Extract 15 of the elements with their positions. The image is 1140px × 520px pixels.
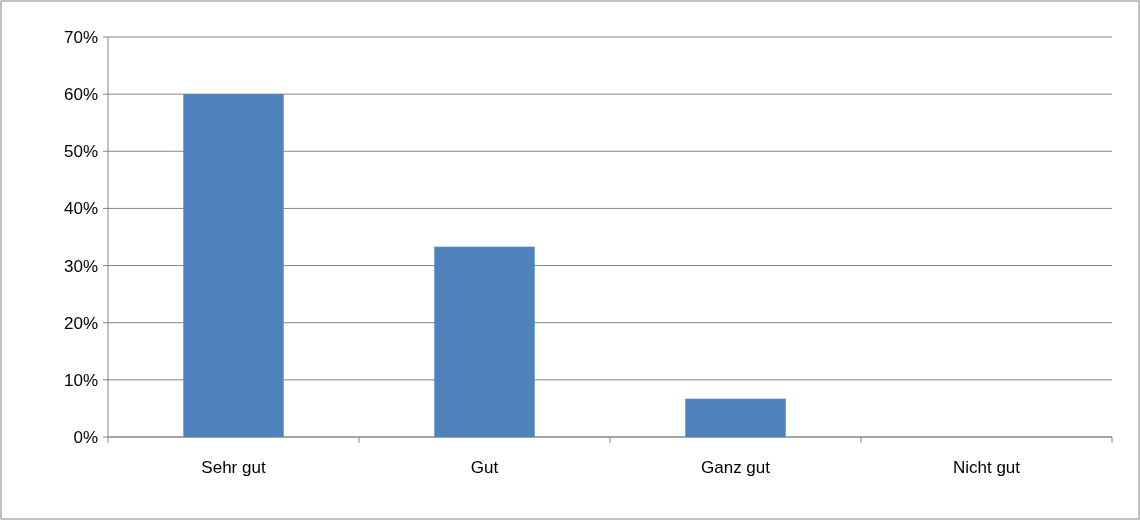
y-tick-label: 20% [63, 313, 98, 333]
bar [183, 94, 284, 437]
y-tick-label: 50% [63, 142, 98, 162]
x-tick-label: Sehr gut [201, 458, 266, 477]
y-tick-label: 0% [73, 427, 98, 447]
y-tick-label: 60% [63, 85, 98, 105]
x-tick-label: Ganz gut [701, 458, 771, 477]
x-tick-label: Gut [470, 458, 499, 477]
y-tick-label: 30% [63, 256, 98, 276]
y-tick-label: 40% [63, 199, 98, 219]
y-tick-label: 10% [63, 370, 98, 390]
bar [434, 246, 535, 437]
x-tick-label: Nicht gut [952, 458, 1021, 477]
bar [685, 398, 786, 437]
y-tick-label: 70% [63, 27, 98, 47]
